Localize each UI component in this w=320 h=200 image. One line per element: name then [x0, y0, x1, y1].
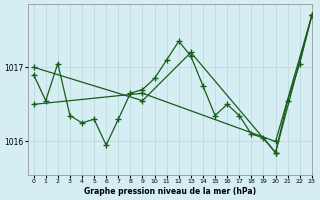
X-axis label: Graphe pression niveau de la mer (hPa): Graphe pression niveau de la mer (hPa) — [84, 187, 256, 196]
